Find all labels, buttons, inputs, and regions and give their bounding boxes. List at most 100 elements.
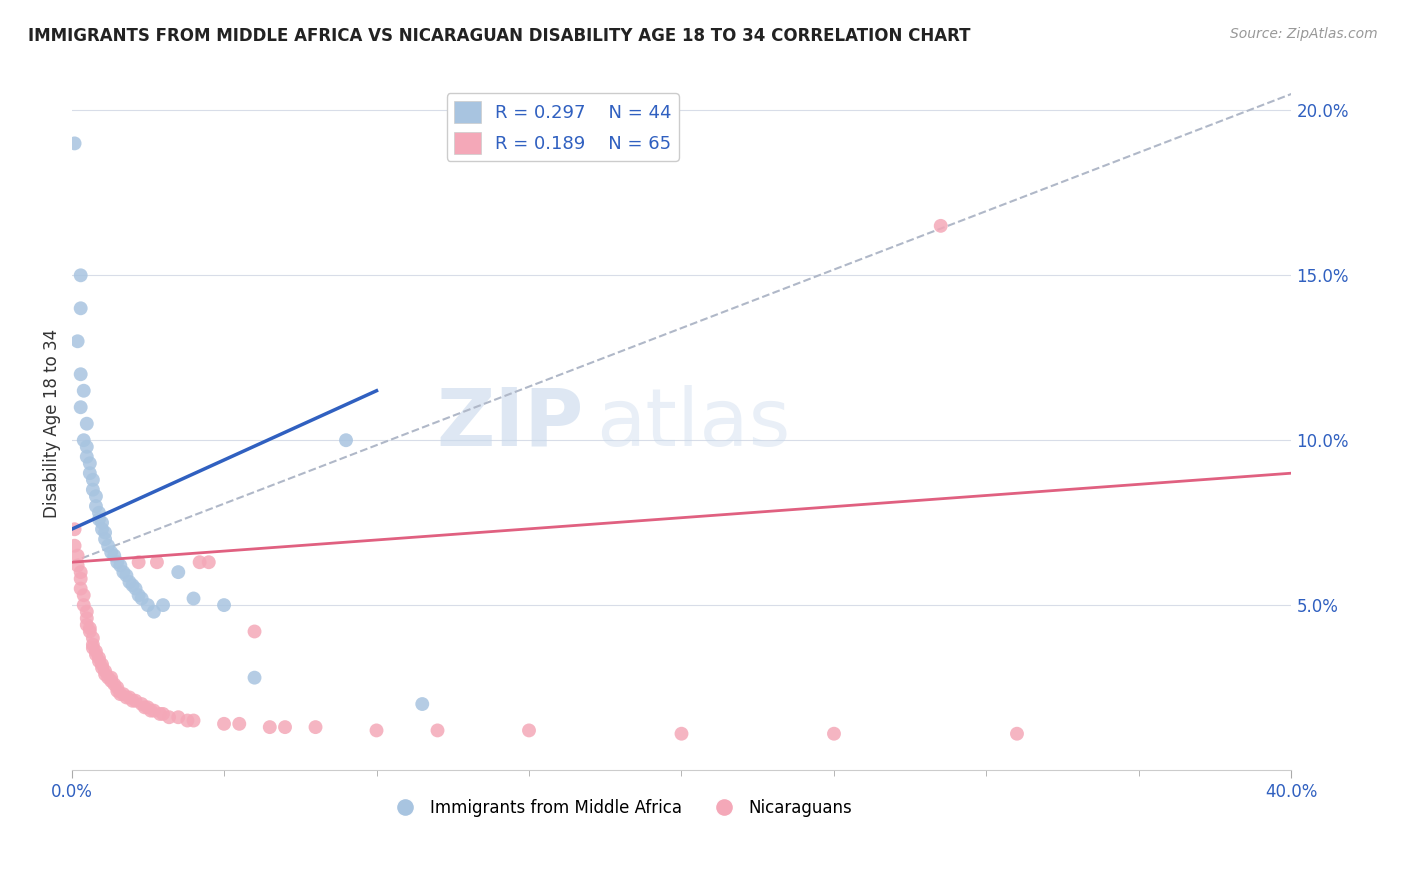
Point: [183, 714, 205, 728]
Point: [124, 582, 146, 596]
Point: [139, 704, 162, 718]
Point: [110, 558, 132, 573]
Point: [69, 582, 91, 596]
Point: [76, 618, 98, 632]
Point: [63, 539, 86, 553]
Point: [82, 483, 104, 497]
Point: [118, 690, 141, 705]
Point: [100, 673, 122, 688]
Point: [142, 704, 165, 718]
Point: [228, 716, 250, 731]
Point: [131, 697, 153, 711]
Point: [115, 690, 138, 705]
Point: [69, 301, 91, 316]
Point: [94, 525, 117, 540]
Point: [136, 598, 159, 612]
Point: [105, 683, 128, 698]
Point: [79, 621, 101, 635]
Point: [274, 720, 297, 734]
Point: [87, 651, 110, 665]
Point: [121, 578, 143, 592]
Point: [97, 671, 120, 685]
Point: [149, 706, 172, 721]
Point: [124, 694, 146, 708]
Point: [157, 710, 180, 724]
Point: [91, 657, 114, 672]
Point: [66, 558, 89, 573]
Text: Source: ZipAtlas.com: Source: ZipAtlas.com: [1230, 27, 1378, 41]
Point: [152, 598, 174, 612]
Point: [87, 506, 110, 520]
Point: [69, 368, 91, 382]
Point: [152, 706, 174, 721]
Point: [671, 727, 693, 741]
Point: [128, 588, 150, 602]
Point: [110, 687, 132, 701]
Point: [82, 631, 104, 645]
Point: [79, 466, 101, 480]
Point: [167, 565, 190, 579]
Point: [121, 694, 143, 708]
Point: [69, 268, 91, 283]
Point: [73, 384, 96, 398]
Point: [94, 532, 117, 546]
Point: [411, 697, 433, 711]
Point: [426, 723, 449, 738]
Point: [183, 591, 205, 606]
Point: [212, 598, 235, 612]
Point: [335, 434, 357, 448]
Point: [73, 598, 96, 612]
Point: [128, 555, 150, 569]
Point: [84, 489, 107, 503]
Point: [73, 588, 96, 602]
Point: [259, 720, 281, 734]
Point: [115, 568, 138, 582]
Point: [79, 624, 101, 639]
Point: [1005, 727, 1028, 741]
Point: [112, 565, 135, 579]
Point: [87, 654, 110, 668]
Text: ZIP: ZIP: [437, 384, 583, 463]
Y-axis label: Disability Age 18 to 34: Disability Age 18 to 34: [44, 329, 60, 518]
Point: [176, 714, 198, 728]
Point: [103, 549, 125, 563]
Point: [91, 522, 114, 536]
Point: [823, 727, 845, 741]
Point: [103, 677, 125, 691]
Point: [76, 450, 98, 464]
Point: [243, 624, 266, 639]
Point: [76, 440, 98, 454]
Point: [243, 671, 266, 685]
Point: [82, 640, 104, 655]
Point: [100, 545, 122, 559]
Point: [82, 638, 104, 652]
Point: [63, 522, 86, 536]
Point: [304, 720, 326, 734]
Point: [517, 723, 540, 738]
Text: atlas: atlas: [596, 384, 790, 463]
Point: [84, 499, 107, 513]
Point: [94, 664, 117, 678]
Point: [82, 473, 104, 487]
Point: [212, 716, 235, 731]
Point: [73, 434, 96, 448]
Point: [79, 456, 101, 470]
Point: [929, 219, 952, 233]
Point: [142, 605, 165, 619]
Point: [131, 591, 153, 606]
Point: [136, 700, 159, 714]
Point: [100, 671, 122, 685]
Point: [76, 611, 98, 625]
Point: [87, 512, 110, 526]
Point: [105, 555, 128, 569]
Point: [69, 572, 91, 586]
Point: [66, 334, 89, 349]
Point: [76, 417, 98, 431]
Point: [188, 555, 211, 569]
Point: [69, 565, 91, 579]
Legend: Immigrants from Middle Africa, Nicaraguans: Immigrants from Middle Africa, Nicaragua…: [382, 793, 859, 824]
Point: [84, 648, 107, 662]
Point: [167, 710, 190, 724]
Point: [366, 723, 388, 738]
Point: [84, 644, 107, 658]
